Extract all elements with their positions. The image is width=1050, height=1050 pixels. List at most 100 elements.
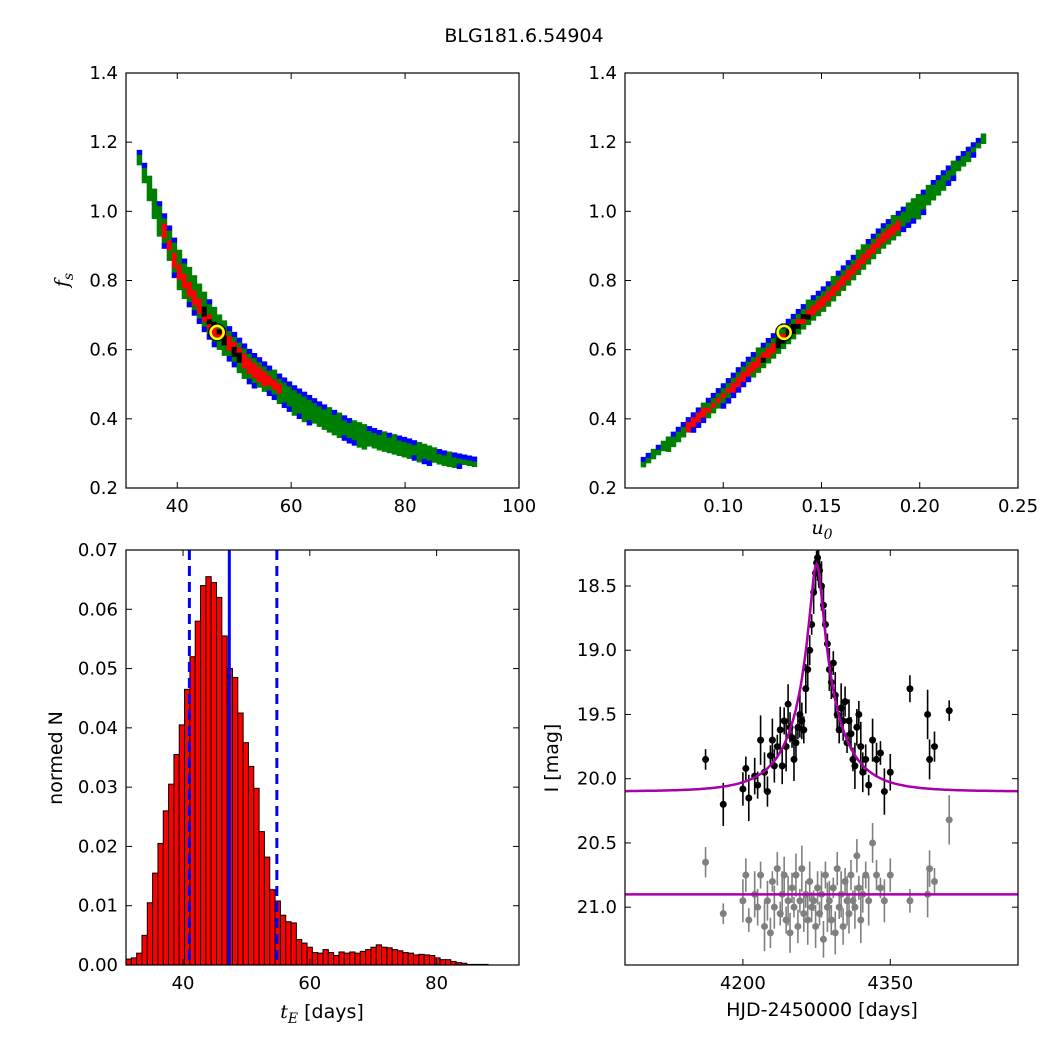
heatmap-cell xyxy=(186,286,193,293)
heatmap-cell xyxy=(346,428,353,434)
heatmap-cell xyxy=(181,278,188,285)
heatmap-cell xyxy=(695,417,702,423)
heatmap-cell xyxy=(860,264,867,270)
heatmap-cell xyxy=(286,386,293,392)
heatmap-cell xyxy=(690,427,697,433)
heatmap-cell xyxy=(705,402,712,409)
heatmap-cell xyxy=(226,346,233,352)
data-point xyxy=(804,665,812,673)
heatmap-cell xyxy=(361,434,368,440)
heatmap-cell xyxy=(670,436,677,443)
heatmap-cell xyxy=(900,211,907,218)
heatmap-cell xyxy=(755,352,762,358)
heatmap-cell xyxy=(800,319,807,325)
data-point xyxy=(792,739,800,747)
heatmap-cell xyxy=(181,273,188,280)
heatmap-cell xyxy=(675,431,682,438)
heatmap-cell xyxy=(960,161,967,167)
heatmap-cell xyxy=(800,304,807,310)
heatmap-cell xyxy=(705,412,712,419)
heatmap-cell xyxy=(865,243,872,250)
heatmap-cell xyxy=(840,285,847,291)
heatmap-cell xyxy=(266,365,273,372)
data-point xyxy=(742,871,750,879)
heatmap-cell xyxy=(336,417,343,424)
y-axis-label: fs xyxy=(51,273,77,289)
heatmap-cell xyxy=(286,401,293,407)
heatmap-cell xyxy=(346,418,353,424)
heatmap-cell xyxy=(795,313,802,320)
heatmap-cell xyxy=(805,314,812,321)
heatmap-cell xyxy=(815,305,822,312)
heatmap-cell xyxy=(296,408,303,414)
histogram-bar xyxy=(216,596,223,966)
heatmap-cell xyxy=(715,398,722,404)
heatmap-cell xyxy=(825,301,832,307)
heatmap-cell xyxy=(890,219,897,226)
heatmap-cell xyxy=(920,189,927,196)
histogram-bar xyxy=(263,856,271,966)
heatmap-cell xyxy=(735,377,742,383)
heatmap-cell xyxy=(890,214,897,221)
heatmap-cell xyxy=(331,429,338,436)
data-point xyxy=(869,839,877,847)
data-point xyxy=(702,755,710,763)
heatmap-cell xyxy=(306,419,313,426)
heatmap-cell xyxy=(760,347,767,354)
heatmap-cell xyxy=(236,352,243,359)
heatmap-cell xyxy=(186,291,193,298)
heatmap-cell xyxy=(241,373,248,379)
heatmap-cell xyxy=(760,342,767,349)
heatmap-cell xyxy=(311,403,318,409)
histogram-bar xyxy=(290,922,297,966)
histogram-bar xyxy=(311,952,319,966)
heatmap-cells xyxy=(640,133,987,468)
heatmap-cell xyxy=(825,286,832,292)
heatmap-cell xyxy=(201,296,208,303)
heatmap-cell xyxy=(296,388,303,394)
heatmap-cell xyxy=(700,417,707,424)
heatmap-cell xyxy=(406,443,413,449)
data-point xyxy=(873,871,881,879)
data-point xyxy=(833,865,841,873)
heatmap-cell xyxy=(286,396,293,402)
heatmap-cell xyxy=(376,429,383,436)
heatmap-cell xyxy=(905,222,912,228)
heatmap-cell xyxy=(321,419,328,425)
y-tick-label: 0.03 xyxy=(78,777,118,798)
heatmap-cell xyxy=(401,451,408,458)
heatmap-cell xyxy=(301,411,308,418)
heatmap-cell xyxy=(456,453,463,459)
heatmap-cell xyxy=(226,326,233,332)
heatmap-cell xyxy=(835,285,842,292)
histogram-bar xyxy=(210,582,218,966)
data-point xyxy=(876,884,884,892)
histogram-bar xyxy=(397,950,404,966)
best-fit-circle-outline xyxy=(775,323,794,342)
x-tick-label: 0.15 xyxy=(801,496,841,517)
heatmap-cell xyxy=(660,440,667,447)
heatmap-cell xyxy=(805,309,812,316)
heatmap-cell xyxy=(885,234,892,240)
x-axis-label: u0 xyxy=(811,517,832,543)
heatmap-cell xyxy=(421,443,428,450)
data-point xyxy=(880,788,888,796)
heatmap-cell xyxy=(201,306,208,313)
heatmap-cell xyxy=(970,142,977,148)
data-point xyxy=(745,794,753,802)
heatmap-cell xyxy=(416,446,423,453)
heatmap-cell xyxy=(955,155,962,162)
heatmap-cell xyxy=(321,404,328,410)
x-tick-label: 80 xyxy=(425,973,448,994)
heatmap-cell xyxy=(256,367,263,373)
heatmap-cell xyxy=(431,457,438,463)
heatmap-cell xyxy=(910,208,917,214)
heatmap-cell xyxy=(256,377,263,383)
heatmap-cell xyxy=(800,309,807,315)
heatmap-cell xyxy=(950,160,957,167)
data-point xyxy=(851,762,859,770)
heatmap-cell xyxy=(875,238,882,244)
heatmap-cell xyxy=(241,363,248,369)
heatmap-cell xyxy=(236,357,243,364)
heatmap-cell xyxy=(181,263,188,270)
